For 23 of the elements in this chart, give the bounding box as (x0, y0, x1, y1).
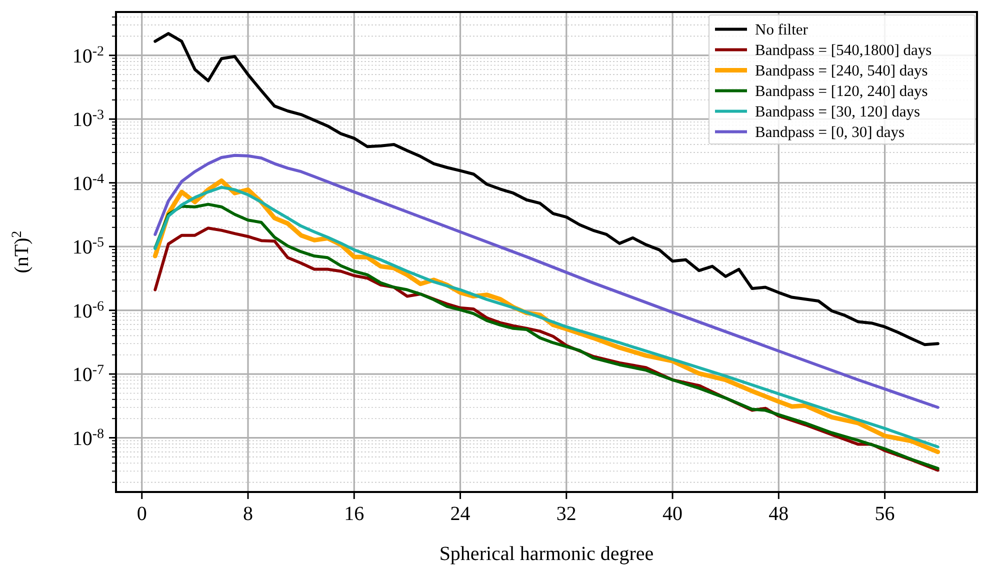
y-tick-label: 10$^{-5}$ (72, 235, 104, 259)
y-tick-label: 10$^{-7}$ (72, 362, 104, 386)
x-tick-label: 40 (662, 503, 683, 525)
y-tick-label: 10$^{-4}$ (72, 171, 104, 195)
legend-label: Bandpass = [0, 30] days (755, 124, 905, 142)
legend-label: Bandpass = [240, 540] days (755, 62, 928, 80)
x-tick-label: 48 (768, 503, 789, 525)
y-tick-label: 10$^{-3}$ (72, 108, 104, 132)
legend-label: No filter (755, 22, 809, 39)
x-axis-title: Spherical harmonic degree (439, 543, 654, 565)
line-series (154, 154, 940, 409)
x-tick-label: 56 (874, 503, 895, 525)
x-tick-label: 16 (344, 503, 364, 525)
x-tick-label: 0 (136, 503, 147, 525)
legend-label: Bandpass = [30, 120] days (755, 104, 920, 121)
x-tick-label: 24 (450, 503, 470, 525)
legend-label: Bandpass = [120, 240] days (755, 83, 928, 100)
y-tick-label: 10$^{-2}$ (72, 44, 104, 68)
x-tick-label: 8 (243, 503, 253, 525)
y-tick-label: 10$^{-8}$ (72, 426, 104, 450)
x-tick-label: 32 (556, 503, 576, 525)
y-tick-label: 10$^{-6}$ (72, 298, 104, 322)
legend-label: Bandpass = [540,1800] days (755, 42, 932, 60)
